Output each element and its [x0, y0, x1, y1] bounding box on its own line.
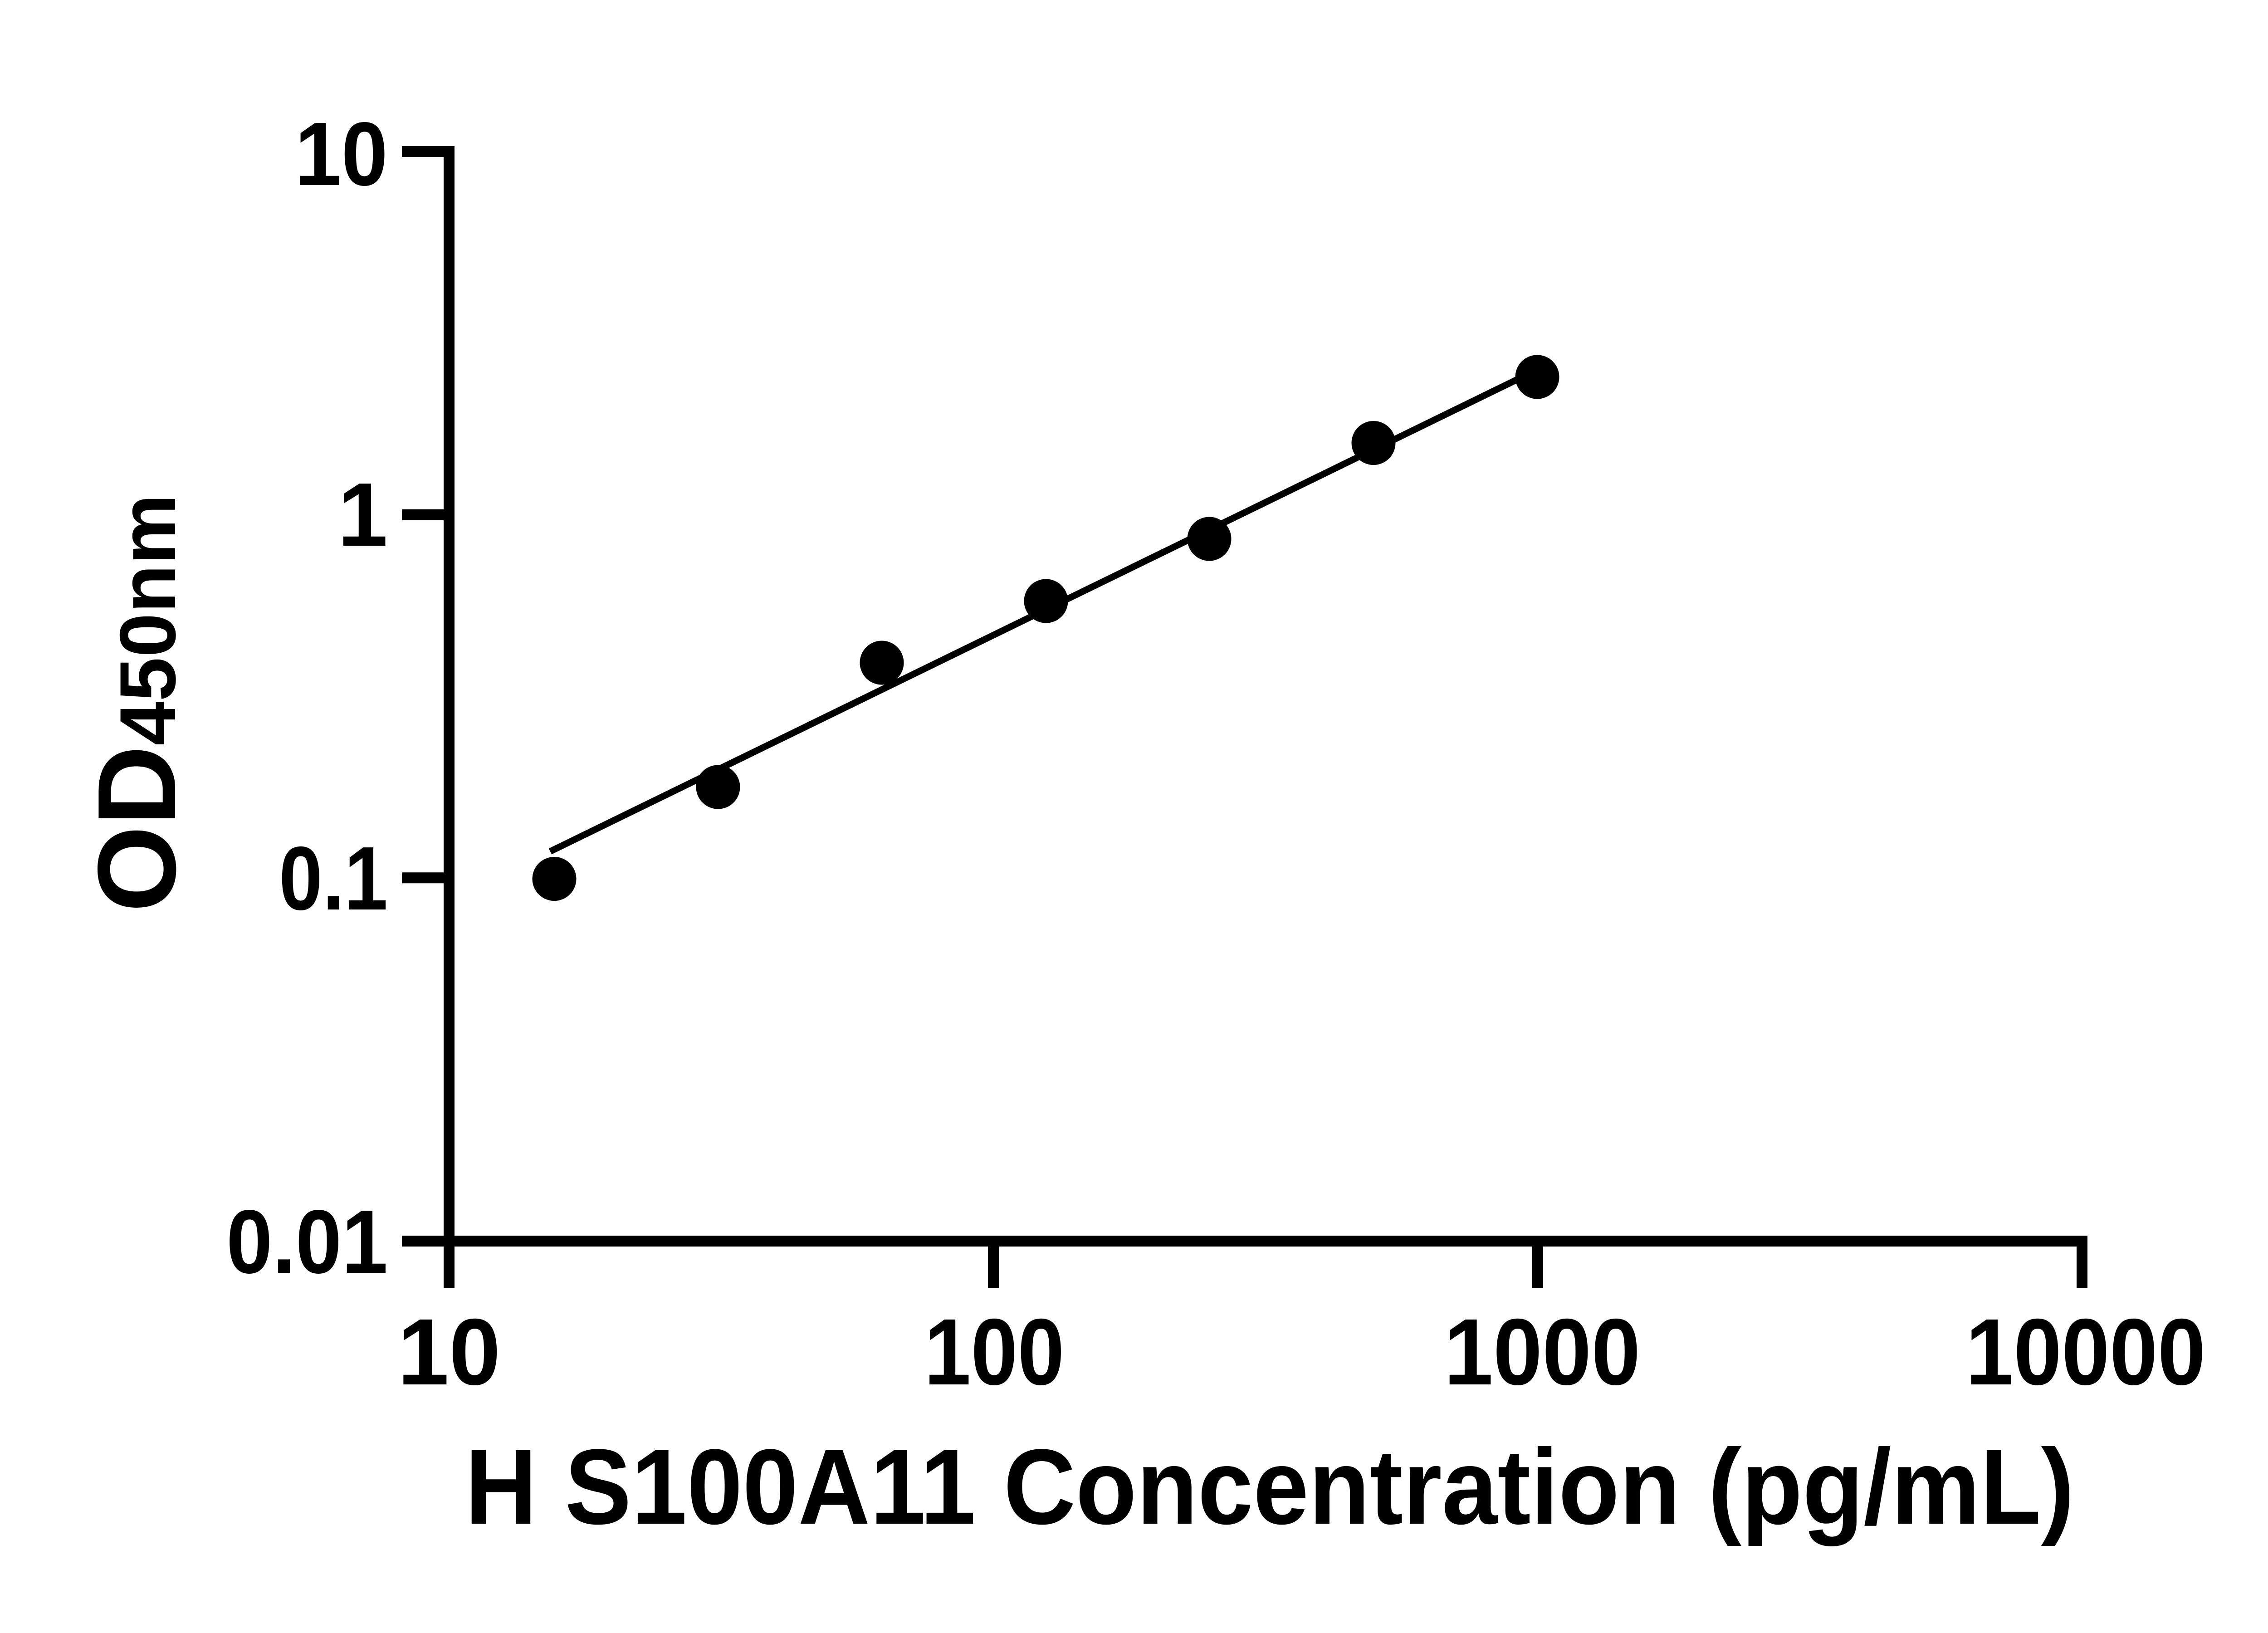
- svg-text:10000: 10000: [1966, 1300, 2206, 1405]
- svg-text:100: 100: [924, 1300, 1065, 1405]
- svg-text:1000: 1000: [1444, 1300, 1641, 1405]
- svg-text:1: 1: [337, 464, 388, 565]
- svg-text:10: 10: [295, 104, 388, 205]
- svg-text:0.01: 0.01: [226, 1192, 388, 1292]
- svg-text:10: 10: [398, 1300, 501, 1405]
- svg-text:0.1: 0.1: [279, 828, 388, 929]
- svg-text:OD450nm: OD450nm: [74, 494, 199, 912]
- svg-text:H S100A11 Concentration (pg/mL: H S100A11 Concentration (pg/mL): [465, 1427, 2074, 1547]
